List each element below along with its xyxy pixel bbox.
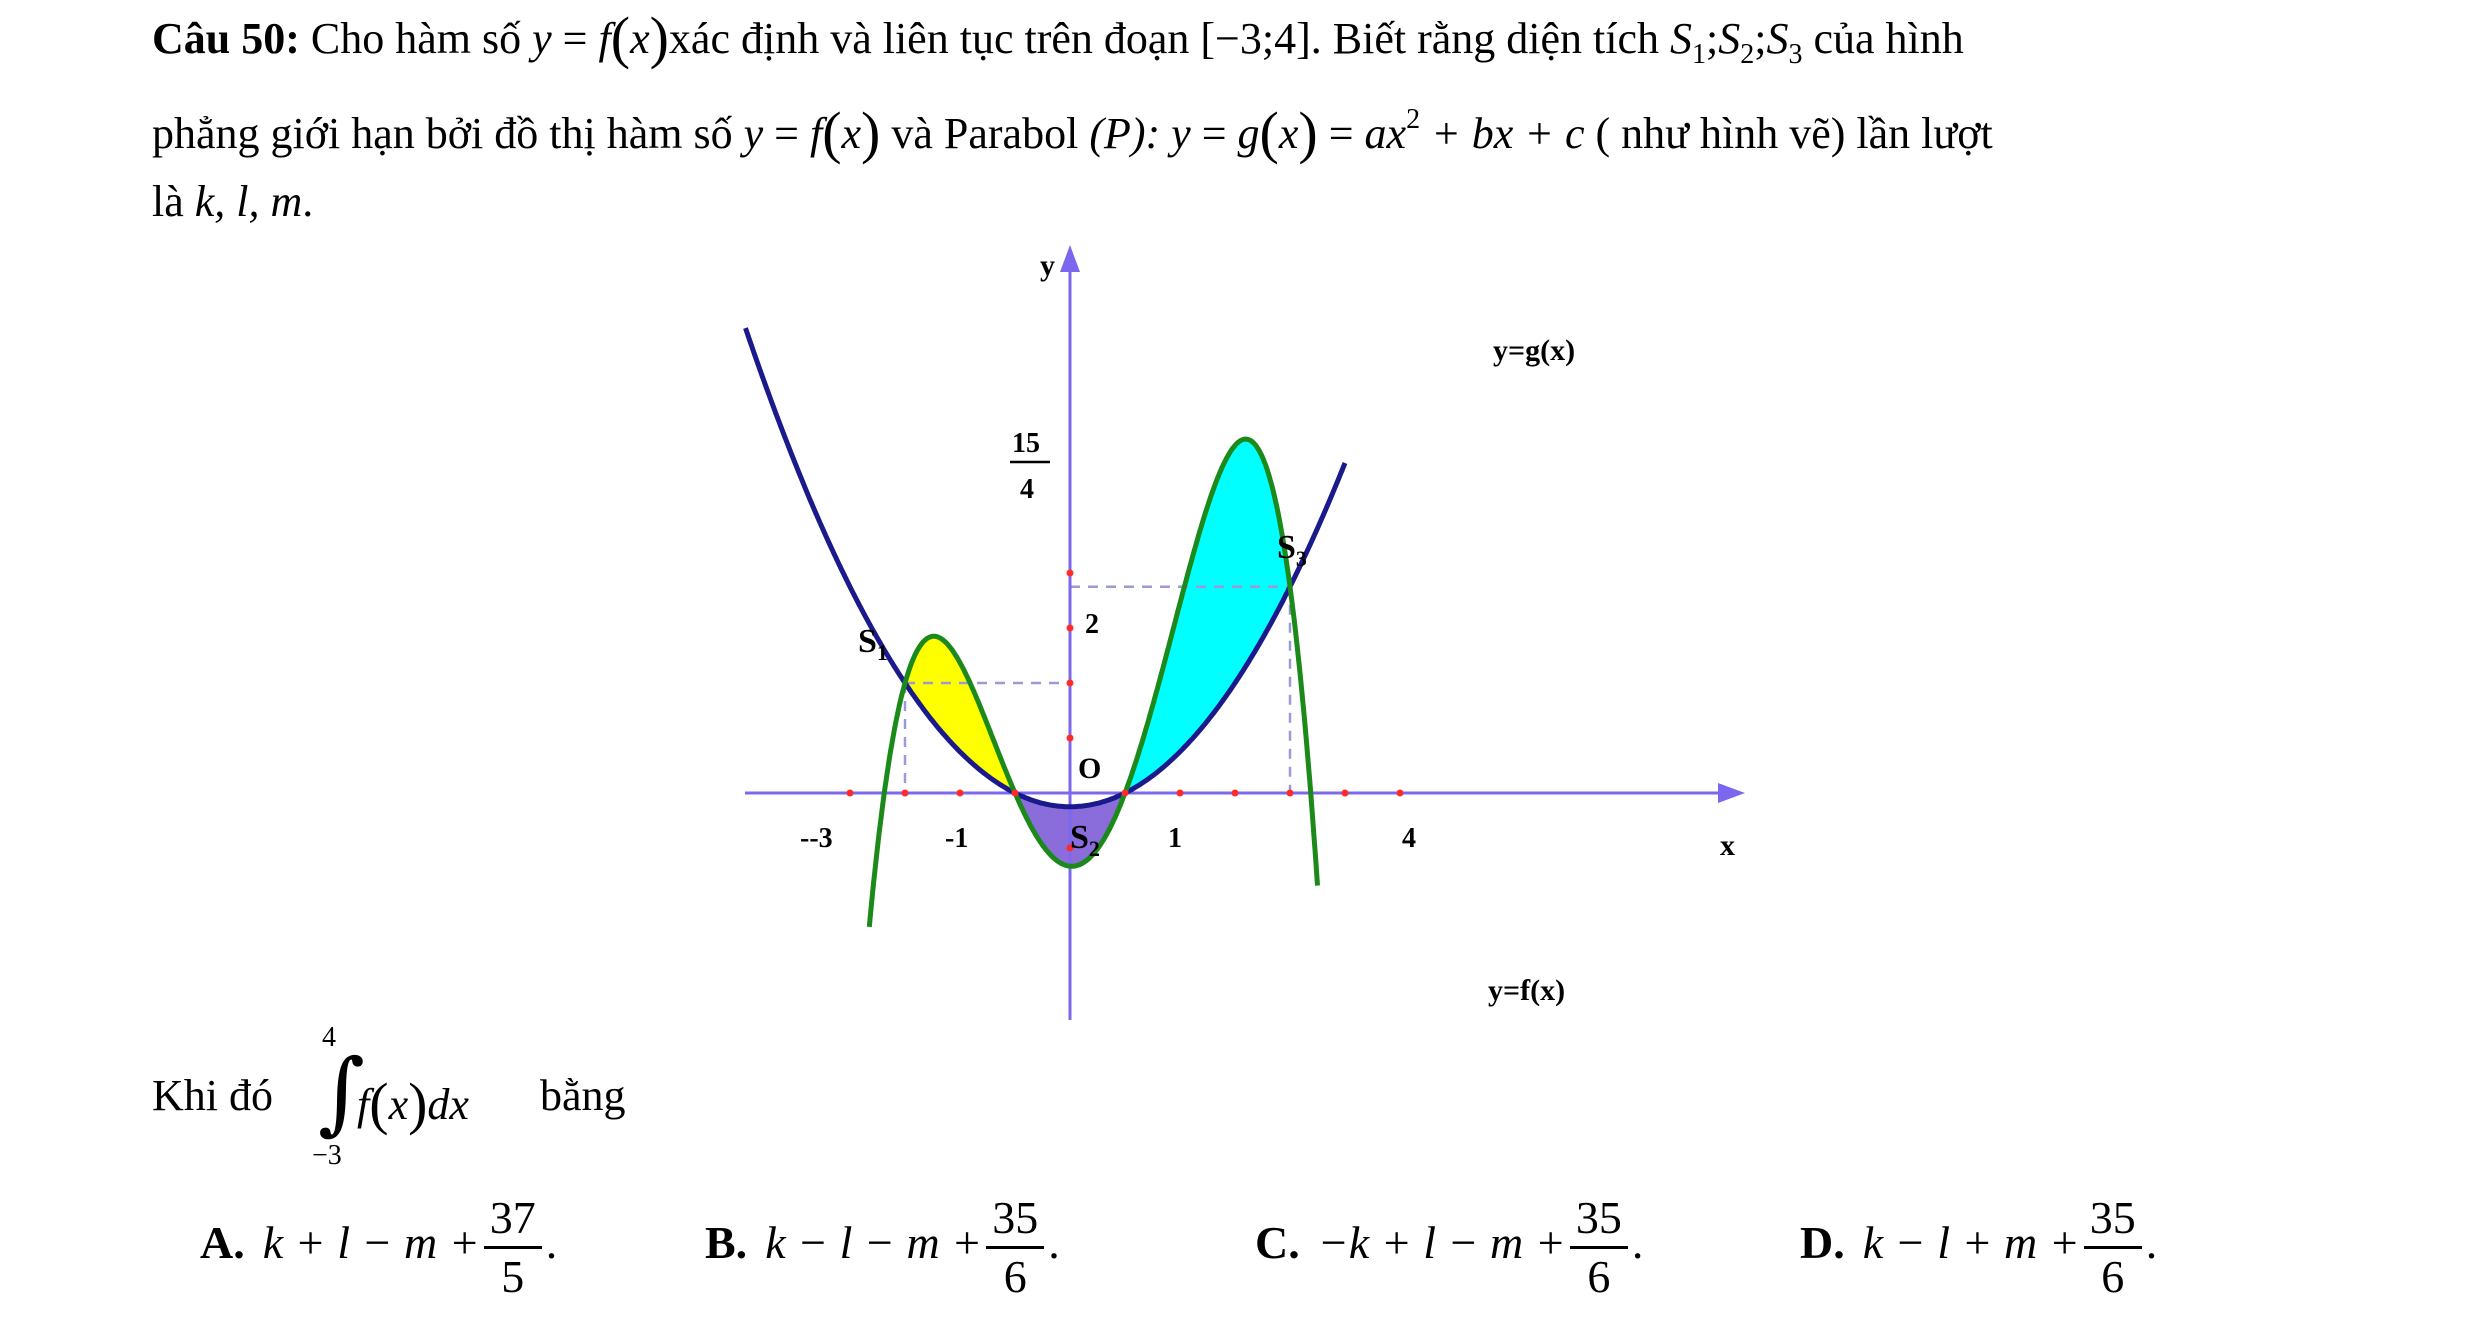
y-axis-label: y (1040, 249, 1055, 282)
integral-upper: 4 (322, 1022, 336, 1053)
sub: 2 (1740, 39, 1755, 70)
tick-dot (1066, 624, 1074, 632)
option-b[interactable]: B. k − l − m +35 6. (705, 1190, 1060, 1305)
s1-label: S1 (858, 623, 888, 665)
text: Khi đó (152, 1071, 273, 1120)
tick-label-15: 15 (1012, 428, 1040, 459)
text: . Biết rằng diện tích (1310, 14, 1659, 63)
option-a[interactable]: A. k + l − m +37 5. (200, 1190, 557, 1305)
tick-label-2: 2 (1085, 609, 1099, 640)
text: ( như hình vẽ) lần lượt (1595, 109, 1993, 158)
sup: 2 (1406, 104, 1421, 135)
region-s3 (1125, 439, 1290, 793)
math-y: y (532, 14, 552, 63)
sub: 1 (1692, 39, 1706, 70)
text: là (152, 177, 184, 226)
tick-dot (1066, 679, 1074, 687)
g-curve-label: y=g(x) (1493, 334, 1575, 367)
option-fraction: 35 6 (986, 1190, 1045, 1305)
tick-dot (1231, 789, 1239, 797)
math-g: g (1237, 109, 1260, 158)
option-fraction: 37 5 (483, 1190, 542, 1305)
tick-dot (901, 789, 909, 797)
function-graph: y x O --3 -1 1 4 2 15 4 y=g(x) y=f(x) S1… (743, 245, 1745, 1020)
origin-label: O (1078, 752, 1101, 785)
parabola-g (743, 327, 1348, 810)
option-expr: −k + l − m + (1317, 1217, 1566, 1269)
tick-dot (1066, 844, 1074, 852)
math-f: f (598, 14, 611, 63)
text: Cho hàm số (310, 14, 522, 63)
s2-label: S2 (1070, 819, 1100, 861)
option-d[interactable]: D. k − l + m +35 6. (1800, 1190, 2157, 1305)
s3-label: S3 (1277, 529, 1307, 571)
tick-dot (1341, 789, 1349, 797)
x-axis-arrow-icon (1718, 783, 1745, 803)
option-label: C. (1255, 1217, 1300, 1269)
tick-label-4: 4 (1402, 823, 1416, 854)
curves (743, 327, 1348, 928)
text: phẳng giới hạn bởi đồ thị hàm số (152, 109, 733, 158)
question-number: Câu 50: (152, 14, 300, 63)
tick-label-1: 1 (1168, 823, 1182, 854)
tick-dots (846, 569, 1404, 852)
tick-label-4-den: 4 (1020, 474, 1034, 505)
tick-dot (1066, 569, 1074, 577)
f-curve-label: y=f(x) (1488, 974, 1565, 1007)
question-line-1: Câu 50: Cho hàm số y = f(x)xác định và l… (152, 5, 1964, 71)
option-label: A. (200, 1217, 245, 1269)
option-label: D. (1800, 1217, 1845, 1269)
interval: [−3;4] (1200, 14, 1311, 63)
option-c[interactable]: C. −k + l − m +35 6. (1255, 1190, 1643, 1305)
integral-lower: −3 (312, 1140, 342, 1171)
y-axis-arrow-icon (1060, 245, 1080, 272)
tick-dot (1066, 734, 1074, 742)
math-p: (P): (1089, 109, 1161, 158)
text: và Parabol (891, 109, 1079, 158)
question-line-2: phẳng giới hạn bởi đồ thị hàm số y = f(x… (152, 100, 1993, 165)
option-expr: k + l − m + (262, 1217, 480, 1269)
option-fraction: 35 6 (2083, 1190, 2142, 1305)
tick-dot (1286, 789, 1294, 797)
text: . (302, 177, 314, 226)
tick-label-neg1: -1 (945, 823, 968, 854)
tick-dot (1396, 789, 1404, 797)
option-label: B. (705, 1217, 748, 1269)
text: của hình (1813, 14, 1964, 63)
curve-f (866, 436, 1320, 928)
tick-dot (956, 789, 964, 797)
option-fraction: 35 6 (1569, 1190, 1628, 1305)
question-line-3: là k, l, m. (152, 174, 313, 230)
tick-dot (1176, 789, 1184, 797)
option-expr: k − l + m + (1862, 1217, 2080, 1269)
math-dx: dx (427, 1080, 469, 1129)
integral-icon: ∫ (318, 1040, 365, 1145)
option-expr: k − l − m + (765, 1217, 983, 1269)
math-rest: + bx + c (1431, 109, 1585, 158)
graph-labels: y x O --3 -1 1 4 2 15 4 y=g(x) y=f(x) S1… (800, 249, 1735, 1007)
math-ax: ax (1364, 109, 1407, 158)
tick-label-neg3: --3 (800, 823, 833, 854)
guide-lines (903, 585, 1292, 793)
math-s: S (1670, 14, 1692, 63)
vars: k, l, m (194, 177, 303, 226)
x-axis-label: x (1720, 829, 1735, 862)
sub: 3 (1788, 39, 1803, 70)
text: bằng (540, 1071, 626, 1120)
text: xác định và liên tục trên đoạn (668, 14, 1190, 63)
region-s1 (905, 636, 1015, 793)
math-x: x (630, 14, 650, 63)
tick-dot (846, 789, 854, 797)
tick-dot (1011, 789, 1019, 797)
tick-dot (1121, 789, 1129, 797)
